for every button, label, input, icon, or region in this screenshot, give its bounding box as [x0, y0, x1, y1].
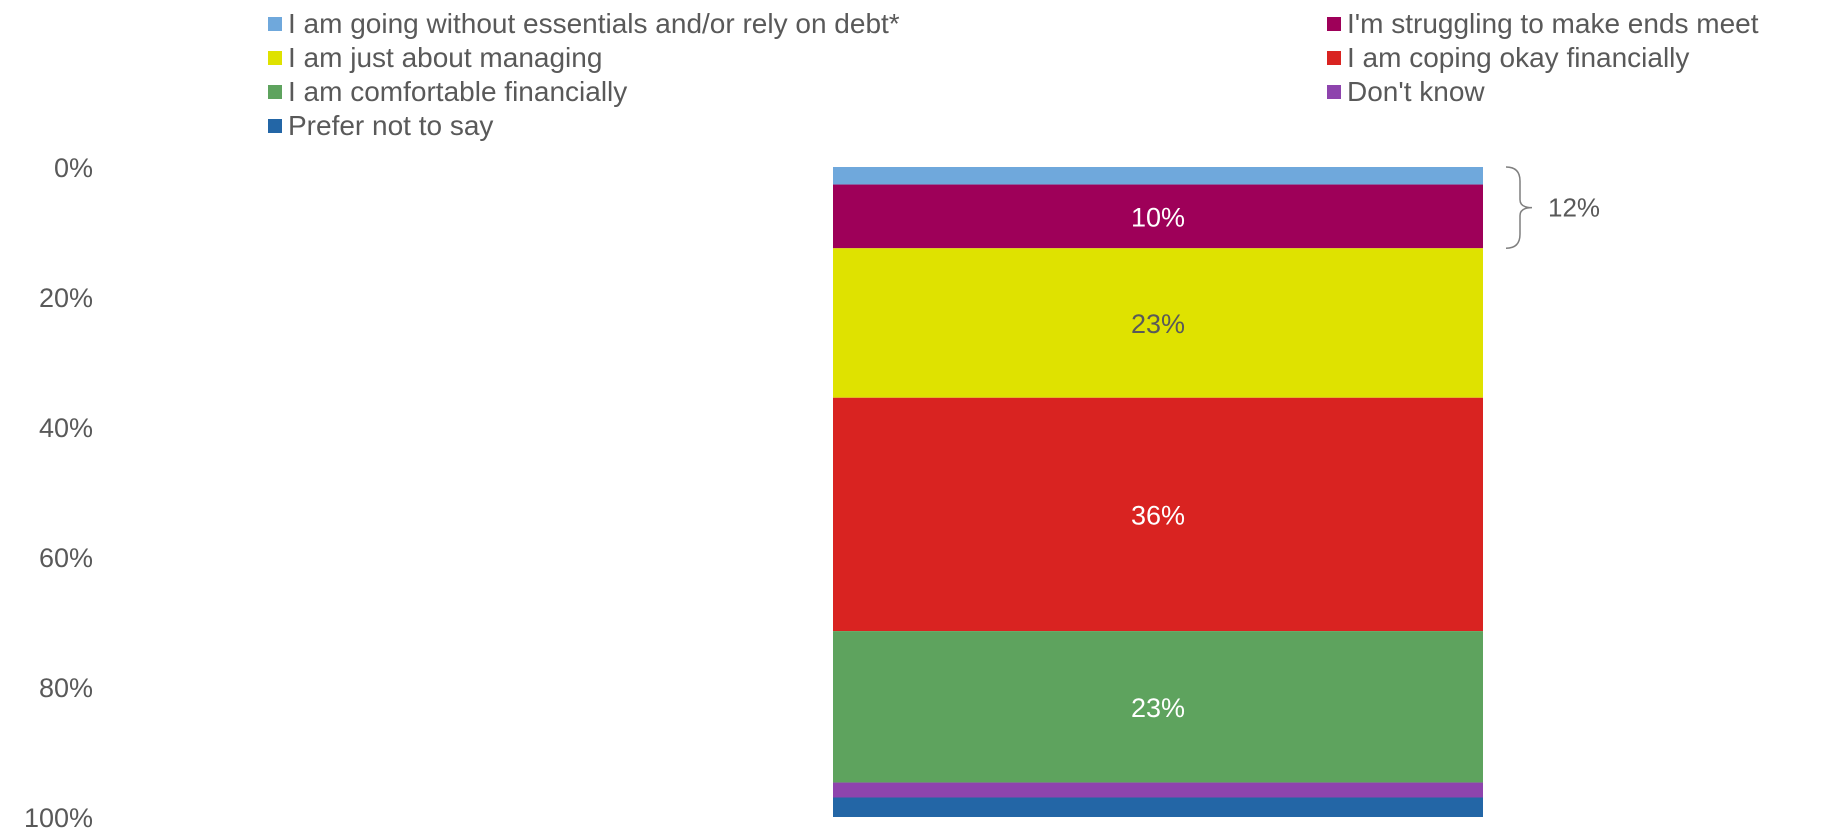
legend-item-don-t-know: Don't know	[1327, 76, 1485, 108]
legend-swatch	[268, 51, 282, 65]
legend-swatch	[268, 17, 282, 31]
bar-segment-i-am-coping-okay-financially	[833, 397, 1483, 632]
data-label: 10%	[1131, 202, 1185, 232]
legend-item-i-m-struggling-to-make-ends-meet: I'm struggling to make ends meet	[1327, 8, 1759, 40]
y-tick-label: 20%	[39, 283, 93, 313]
legend-label: I am coping okay financially	[1347, 42, 1690, 73]
bar-segment-prefer-not-to-say	[833, 797, 1483, 817]
y-tick-label: 0%	[54, 153, 93, 183]
legend-label: I am going without essentials and/or rel…	[288, 8, 900, 39]
legend-item-i-am-just-about-managing: I am just about managing	[268, 42, 602, 74]
legend-swatch	[1327, 17, 1341, 31]
bar-segment-i-am-just-about-managing	[833, 248, 1483, 398]
legend-label: I'm struggling to make ends meet	[1347, 8, 1759, 39]
bracket-brace	[1505, 166, 1533, 249]
bracket-label: 12%	[1548, 193, 1600, 223]
data-label: 23%	[1131, 693, 1185, 723]
legend-item-i-am-comfortable-financially: I am comfortable financially	[268, 76, 627, 108]
legend-label: Prefer not to say	[288, 110, 494, 141]
legend-item-i-am-coping-okay-financially: I am coping okay financially	[1327, 42, 1689, 74]
legend-swatch	[268, 85, 282, 99]
data-label: 36%	[1131, 500, 1185, 530]
legend-swatch	[1327, 51, 1341, 65]
legend-label: I am comfortable financially	[288, 76, 628, 107]
data-label: 23%	[1131, 309, 1185, 339]
legend-label: Don't know	[1347, 76, 1485, 107]
y-tick-label: 80%	[39, 673, 93, 703]
bar-segment-don-t-know	[833, 782, 1483, 798]
y-tick-label: 40%	[39, 413, 93, 443]
legend-label: I am just about managing	[288, 42, 603, 73]
bar-segment-i-am-comfortable-financially	[833, 631, 1483, 783]
bar-segment-i-m-struggling-to-make-ends-meet	[833, 184, 1483, 249]
legend-item-prefer-not-to-say: Prefer not to say	[268, 110, 493, 142]
legend-item-i-am-going-without-essentials-and-or-rely-on-debt: I am going without essentials and/or rel…	[268, 8, 900, 40]
bar-segment-i-am-going-without-essentials-and-or-rely-on-debt	[833, 167, 1483, 185]
y-tick-label: 60%	[39, 543, 93, 573]
y-tick-label: 100%	[24, 803, 93, 831]
legend-swatch	[1327, 85, 1341, 99]
legend-swatch	[268, 119, 282, 133]
